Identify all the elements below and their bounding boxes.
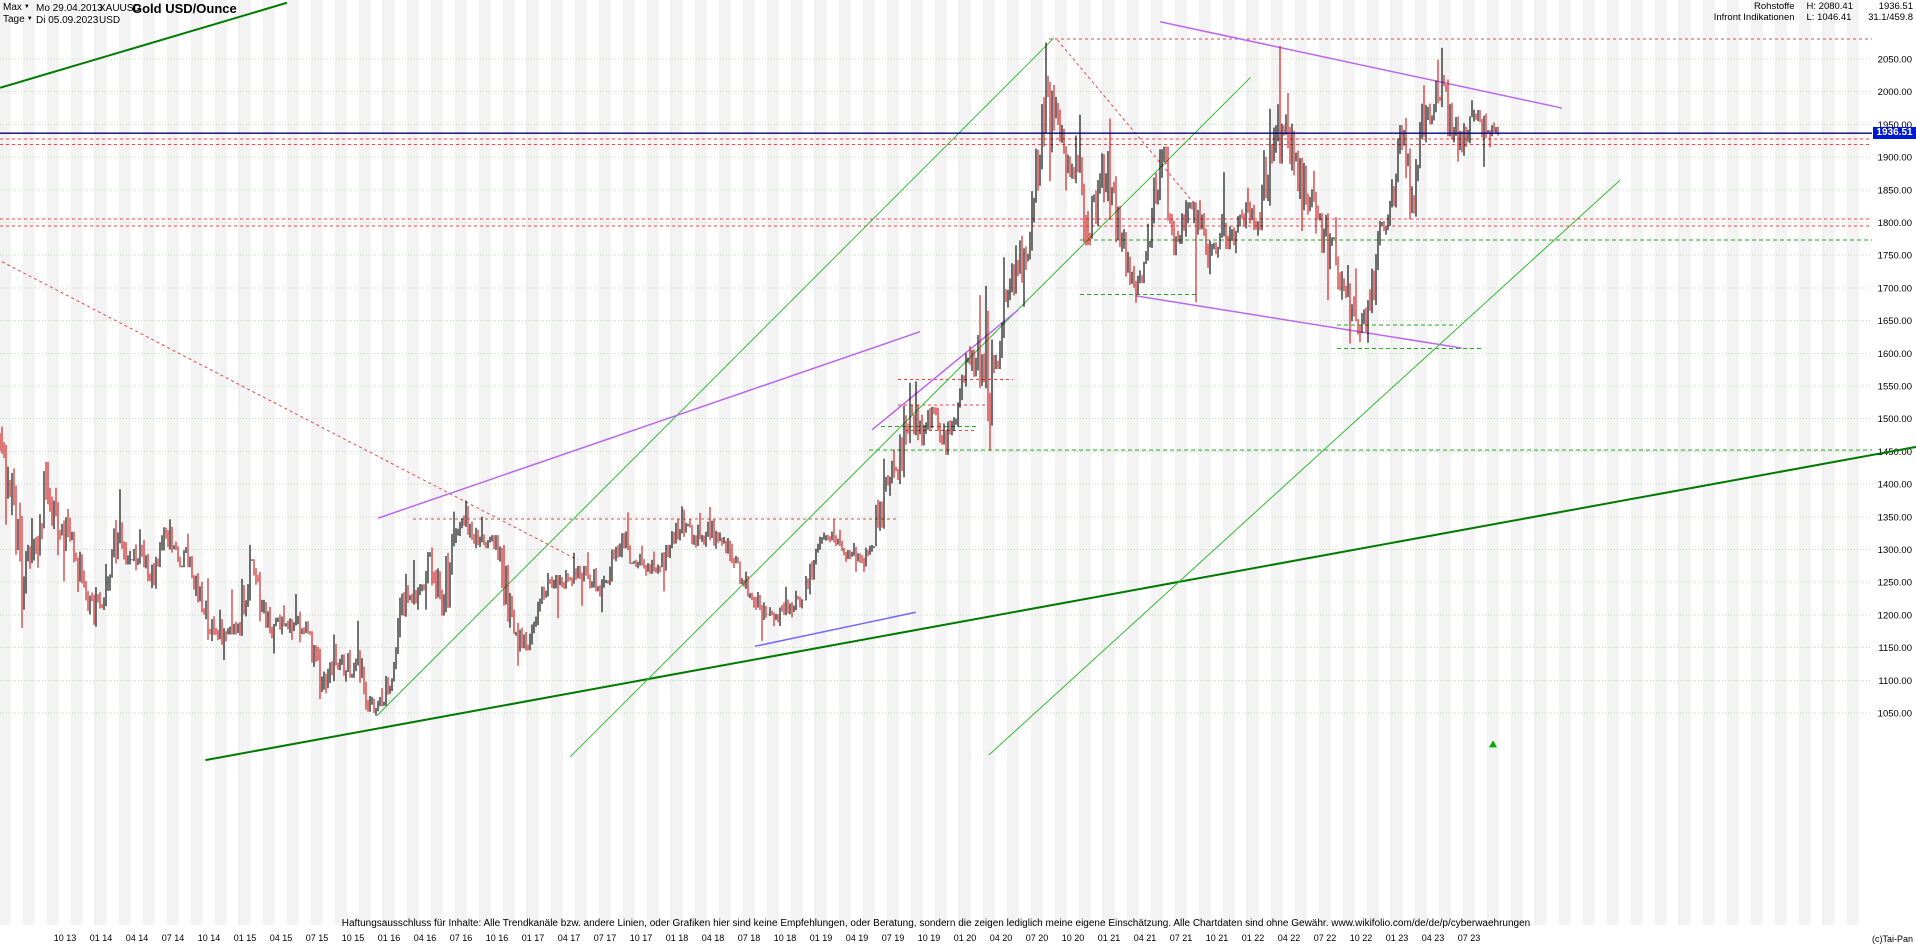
range-selector-label: Max <box>3 2 22 13</box>
svg-text:01 21: 01 21 <box>1098 933 1121 943</box>
svg-text:1900.00: 1900.00 <box>1878 153 1912 164</box>
svg-text:1450.00: 1450.00 <box>1878 447 1912 458</box>
svg-text:1300.00: 1300.00 <box>1878 545 1912 556</box>
range-selector[interactable]: Max ▼ <box>3 2 30 13</box>
svg-text:1700.00: 1700.00 <box>1878 283 1912 294</box>
svg-text:1550.00: 1550.00 <box>1878 382 1912 393</box>
svg-text:04 19: 04 19 <box>846 933 869 943</box>
page-title: Gold USD/Ounce <box>132 1 237 16</box>
svg-text:1500.00: 1500.00 <box>1878 414 1912 425</box>
svg-text:1200.00: 1200.00 <box>1878 610 1912 621</box>
svg-text:2000.00: 2000.00 <box>1878 87 1912 98</box>
svg-text:04 14: 04 14 <box>126 933 149 943</box>
svg-text:1250.00: 1250.00 <box>1878 578 1912 589</box>
svg-text:01 20: 01 20 <box>954 933 977 943</box>
svg-text:07 20: 07 20 <box>1026 933 1049 943</box>
svg-text:04 23: 04 23 <box>1422 933 1445 943</box>
copyright-label: (c)Tai-Pan <box>1871 934 1913 944</box>
svg-text:07 22: 07 22 <box>1314 933 1337 943</box>
svg-text:01 17: 01 17 <box>522 933 545 943</box>
svg-text:10 14: 10 14 <box>198 933 221 943</box>
svg-text:04 17: 04 17 <box>558 933 581 943</box>
svg-text:01 23: 01 23 <box>1386 933 1409 943</box>
svg-text:1350.00: 1350.00 <box>1878 512 1912 523</box>
svg-text:1400.00: 1400.00 <box>1878 480 1912 491</box>
svg-text:04 16: 04 16 <box>414 933 437 943</box>
svg-text:10 19: 10 19 <box>918 933 941 943</box>
svg-text:10 21: 10 21 <box>1206 933 1229 943</box>
svg-text:07 21: 07 21 <box>1170 933 1193 943</box>
svg-text:1950.00: 1950.00 <box>1878 120 1912 131</box>
svg-text:10 18: 10 18 <box>774 933 797 943</box>
chart-start-date: Mo 29.04.2013 <box>36 3 103 14</box>
svg-text:1050.00: 1050.00 <box>1878 709 1912 720</box>
svg-text:01 14: 01 14 <box>90 933 113 943</box>
svg-text:07 15: 07 15 <box>306 933 329 943</box>
svg-text:04 18: 04 18 <box>702 933 725 943</box>
svg-text:10 17: 10 17 <box>630 933 653 943</box>
svg-text:1600.00: 1600.00 <box>1878 349 1912 360</box>
svg-text:1150.00: 1150.00 <box>1878 643 1912 654</box>
category-label: Rohstoffe <box>1754 1 1795 12</box>
chevron-down-icon: ▼ <box>23 4 30 10</box>
svg-text:07 19: 07 19 <box>882 933 905 943</box>
svg-text:1850.00: 1850.00 <box>1878 185 1912 196</box>
svg-text:10 15: 10 15 <box>342 933 365 943</box>
svg-text:07 23: 07 23 <box>1458 933 1481 943</box>
svg-text:10 22: 10 22 <box>1350 933 1373 943</box>
svg-text:07 17: 07 17 <box>594 933 617 943</box>
last-price-value: 1936.51 <box>1878 1 1913 12</box>
svg-text:2050.00: 2050.00 <box>1878 55 1912 66</box>
svg-text:04 15: 04 15 <box>270 933 293 943</box>
svg-text:01 22: 01 22 <box>1242 933 1265 943</box>
svg-text:04 20: 04 20 <box>990 933 1013 943</box>
current-price-badge: 1936.51 <box>1873 127 1916 140</box>
chart-end-date: Di 05.09.2023 <box>36 15 99 26</box>
provider-label: Infront Indikationen <box>1713 12 1795 23</box>
svg-text:07 14: 07 14 <box>162 933 185 943</box>
svg-text:04 22: 04 22 <box>1278 933 1301 943</box>
svg-text:1750.00: 1750.00 <box>1878 251 1912 262</box>
symbol-label: XAUUSD <box>99 3 141 14</box>
svg-text:04 21: 04 21 <box>1134 933 1157 943</box>
svg-text:01 15: 01 15 <box>234 933 257 943</box>
chevron-down-icon: ▼ <box>26 16 33 22</box>
svg-text:10 16: 10 16 <box>486 933 509 943</box>
svg-text:07 18: 07 18 <box>738 933 761 943</box>
period-selector-label: Tage <box>3 14 25 25</box>
low-value: L: 1046.41 <box>1806 12 1852 23</box>
svg-text:10 13: 10 13 <box>54 933 77 943</box>
high-value: H: 2080.41 <box>1806 1 1853 12</box>
svg-text:01 16: 01 16 <box>378 933 401 943</box>
svg-text:10 20: 10 20 <box>1062 933 1085 943</box>
quote-info-panel: Rohstoffe H: 2080.41 1936.51 Infront Ind… <box>1714 1 1913 23</box>
range-info-value: 31.1/459.8 <box>1868 12 1913 23</box>
svg-text:01 18: 01 18 <box>666 933 689 943</box>
currency-label: USD <box>99 15 121 26</box>
disclaimer-text: Haftungsausschluss für Inhalte: Alle Tre… <box>341 918 1531 929</box>
svg-text:1100.00: 1100.00 <box>1878 676 1912 687</box>
svg-text:1800.00: 1800.00 <box>1878 218 1912 229</box>
svg-text:1650.00: 1650.00 <box>1878 316 1912 327</box>
svg-text:01 19: 01 19 <box>810 933 833 943</box>
period-selector[interactable]: Tage ▼ <box>3 14 33 25</box>
svg-text:07 16: 07 16 <box>450 933 473 943</box>
